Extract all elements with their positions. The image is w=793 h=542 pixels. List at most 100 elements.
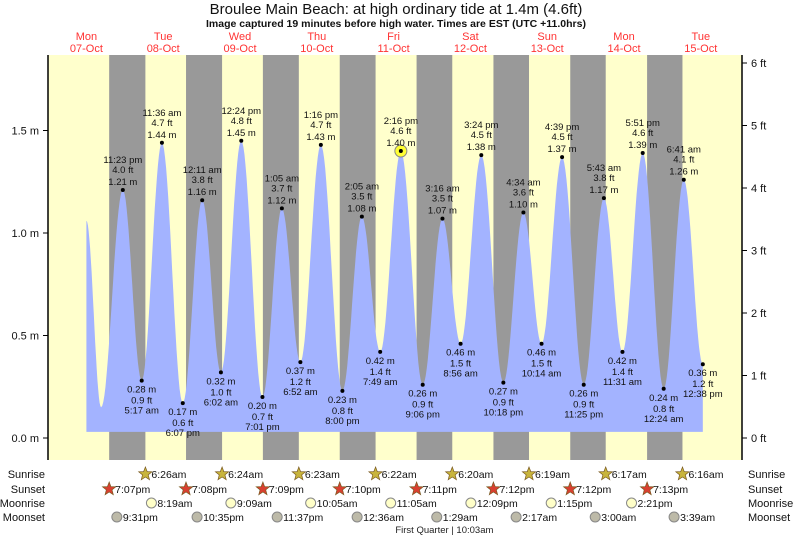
tide-time: 12:38 pm xyxy=(683,389,723,400)
tide-point xyxy=(359,214,364,219)
tide-point xyxy=(218,370,223,375)
row-label-moonrise-right: Moonrise xyxy=(748,498,793,510)
tide-time: 3:16 am xyxy=(425,184,459,195)
tide-m: 0.20 m xyxy=(248,401,277,412)
tide-m: 1.17 m xyxy=(589,185,618,196)
tide-ft: 1.5 ft xyxy=(531,359,552,370)
sunset-time: 7:12pm xyxy=(576,484,611,496)
moonrise-icon xyxy=(225,497,237,509)
tide-m: 0.24 m xyxy=(649,393,678,404)
moonrise-time: 1:15pm xyxy=(557,498,592,510)
y-tick-label-m: 1.0 m xyxy=(11,228,39,240)
tide-m: 0.42 m xyxy=(608,356,637,367)
moonset-icon xyxy=(111,511,123,523)
day-date: 09-Oct xyxy=(223,43,256,55)
tide-point xyxy=(298,360,303,365)
moonrise-time: 2:21pm xyxy=(638,498,673,510)
tide-ft: 1.4 ft xyxy=(612,367,633,378)
sunrise-icon xyxy=(444,466,460,481)
sunrise-time: 6:19am xyxy=(535,469,570,481)
axes: 0.0 m 0.5 m 1.0 m 1.5 m 0 ft 1 ft 2 ft 3 ft 4 ft… xyxy=(11,55,766,460)
day-date: 14-Oct xyxy=(607,43,640,55)
sunset-icon xyxy=(255,481,271,496)
tide-point xyxy=(159,140,164,145)
moonrise-icon xyxy=(145,497,157,509)
chart-subtitle: Image captured 19 minutes before high wa… xyxy=(206,18,586,30)
tide-point xyxy=(340,388,345,393)
tide-time: 5:17 am xyxy=(125,406,159,417)
tide-curve xyxy=(86,140,703,432)
tide-m: 1.16 m xyxy=(188,187,217,198)
sunset-icon xyxy=(562,481,578,496)
tide-time: 8:56 am xyxy=(443,369,477,380)
moonset-time: 12:36am xyxy=(363,512,404,524)
sunset-icon xyxy=(101,481,117,496)
tide-time: 5:43 am xyxy=(587,163,621,174)
tide-point xyxy=(620,349,625,354)
tide-ft: 0.9 ft xyxy=(493,398,514,409)
tide-ft: 1.2 ft xyxy=(290,377,311,388)
moonrise-icon xyxy=(626,497,638,509)
row-label-sunset-right: Sunset xyxy=(748,484,782,496)
y-tick-label-ft: 6 ft xyxy=(751,58,766,70)
moonset-time: 3:39am xyxy=(680,512,715,524)
y-tick-label-ft: 5 ft xyxy=(751,121,766,133)
day-name: Thu xyxy=(307,31,326,43)
tide-point xyxy=(139,378,144,383)
moonrise-time: 11:05am xyxy=(397,498,437,510)
tide-m: 1.40 m xyxy=(386,138,415,149)
tide-time: 8:00 pm xyxy=(325,416,359,427)
tide-point xyxy=(539,341,544,346)
sunrise-time: 6:20am xyxy=(458,469,493,481)
tide-ft: 4.6 ft xyxy=(390,126,411,137)
tide-point xyxy=(640,151,645,156)
tide-ft: 1.2 ft xyxy=(692,379,713,390)
sunset-icon xyxy=(332,481,348,496)
tide-m: 0.23 m xyxy=(328,395,357,406)
tide-time: 10:14 am xyxy=(522,369,562,380)
day-labels: Mon07-OctTue08-OctWed09-OctThu10-OctFri1… xyxy=(70,31,717,55)
day-date: 08-Oct xyxy=(147,43,180,55)
tide-point xyxy=(318,142,323,147)
tide-m: 0.26 m xyxy=(408,389,437,400)
sunset-icon xyxy=(408,481,425,496)
tide-time: 4:34 am xyxy=(506,178,540,189)
tide-ft: 4.6 ft xyxy=(632,128,653,139)
day-date: 15-Oct xyxy=(684,43,717,55)
moon-phase-label: First Quarter | 10:03am xyxy=(395,525,493,536)
tide-point xyxy=(200,198,205,203)
tide-point xyxy=(440,216,445,221)
tide-m: 0.46 m xyxy=(446,348,475,359)
tide-ft: 4.7 ft xyxy=(310,120,331,131)
row-label-moonset-right: Moonset xyxy=(748,512,790,524)
moonset-time: 11:37pm xyxy=(283,512,323,524)
tide-time: 6:52 am xyxy=(283,387,317,398)
tide-point xyxy=(180,401,185,406)
tide-point xyxy=(260,395,265,399)
y-tick-label-ft: 4 ft xyxy=(751,183,766,195)
tide-ft: 3.5 ft xyxy=(351,192,372,203)
tide-ft: 0.8 ft xyxy=(653,404,674,415)
day-date: 07-Oct xyxy=(70,43,103,55)
chart-title: Broulee Main Beach: at high ordinary tid… xyxy=(210,1,583,18)
tide-ft: 4.0 ft xyxy=(112,165,133,176)
sunset-time: 7:10pm xyxy=(346,484,381,496)
day-name: Sat xyxy=(462,31,479,43)
tide-ft: 3.7 ft xyxy=(271,183,292,194)
day-date: 12-Oct xyxy=(454,43,487,55)
sunrise-time: 6:24am xyxy=(228,469,263,481)
tide-m: 0.46 m xyxy=(527,348,556,359)
sunset-icon xyxy=(485,481,502,496)
sunrise-time: 6:23am xyxy=(305,469,340,481)
day-name: Mon xyxy=(613,31,634,43)
moonrise-time: 10:05am xyxy=(317,498,358,510)
day-date: 13-Oct xyxy=(531,43,564,55)
sunrise-icon xyxy=(137,466,153,481)
moonrise-icon xyxy=(385,497,397,509)
tide-m: 0.32 m xyxy=(206,376,235,387)
sunset-time: 7:08pm xyxy=(192,484,227,496)
tide-time: 11:23 pm xyxy=(103,155,142,166)
tide-time: 9:06 pm xyxy=(406,410,440,421)
day-date: 10-Oct xyxy=(300,43,333,55)
tide-time: 7:01 pm xyxy=(245,422,279,433)
